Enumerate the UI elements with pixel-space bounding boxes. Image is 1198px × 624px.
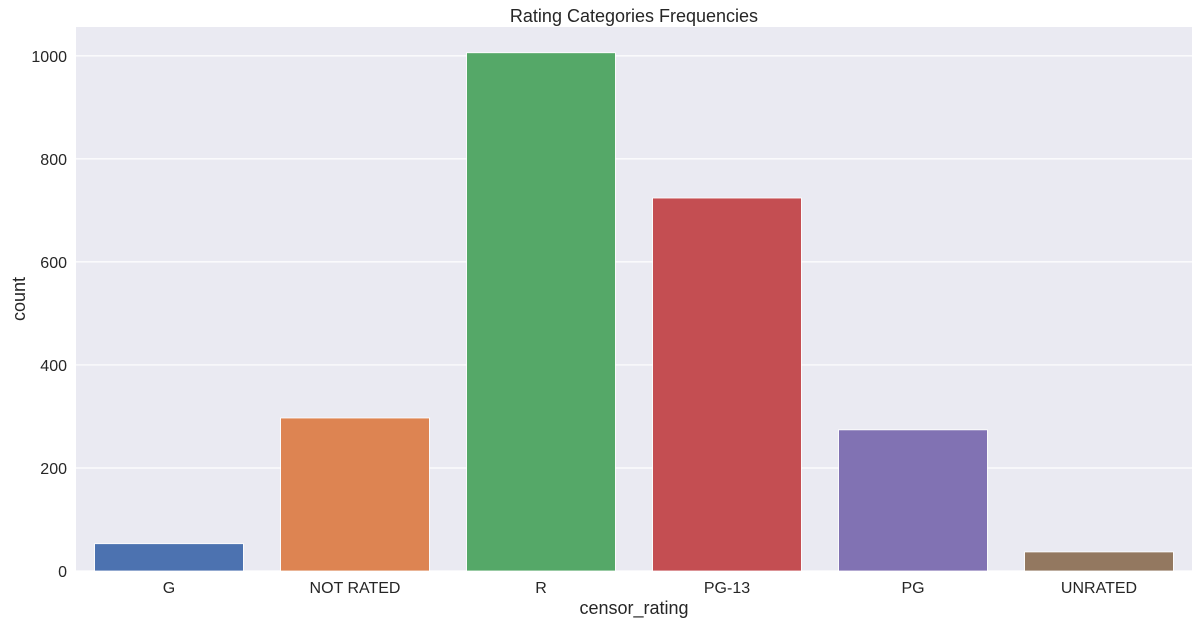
x-tick-labels: G NOT RATED R PG-13 PG UNRATED [163, 580, 1137, 597]
bar-g [94, 543, 244, 572]
y-axis-label: count [9, 277, 29, 321]
y-tick-label: 1000 [31, 49, 67, 66]
x-tick-label: R [535, 580, 547, 597]
bar-pg [838, 429, 988, 572]
x-tick-label: PG [901, 580, 924, 597]
bar-pg-13 [652, 197, 802, 572]
gridlines [76, 55, 1192, 572]
bars [94, 52, 1174, 572]
plot-background [76, 27, 1192, 571]
x-tick-label: PG-13 [704, 580, 750, 597]
bar-not-rated [280, 417, 430, 572]
y-tick-labels: 0 200 400 600 800 1000 [31, 49, 67, 581]
y-tick-label: 800 [40, 152, 67, 169]
x-tick-label: G [163, 580, 175, 597]
chart-title: Rating Categories Frequencies [510, 6, 758, 26]
x-axis-label: censor_rating [579, 598, 688, 619]
y-tick-label: 0 [58, 564, 67, 581]
x-tick-label: NOT RATED [310, 580, 401, 597]
bar-r [466, 52, 616, 572]
bar-unrated [1024, 551, 1174, 572]
y-tick-label: 200 [40, 461, 67, 478]
x-tick-label: UNRATED [1061, 580, 1137, 597]
y-tick-label: 400 [40, 358, 67, 375]
y-tick-label: 600 [40, 255, 67, 272]
